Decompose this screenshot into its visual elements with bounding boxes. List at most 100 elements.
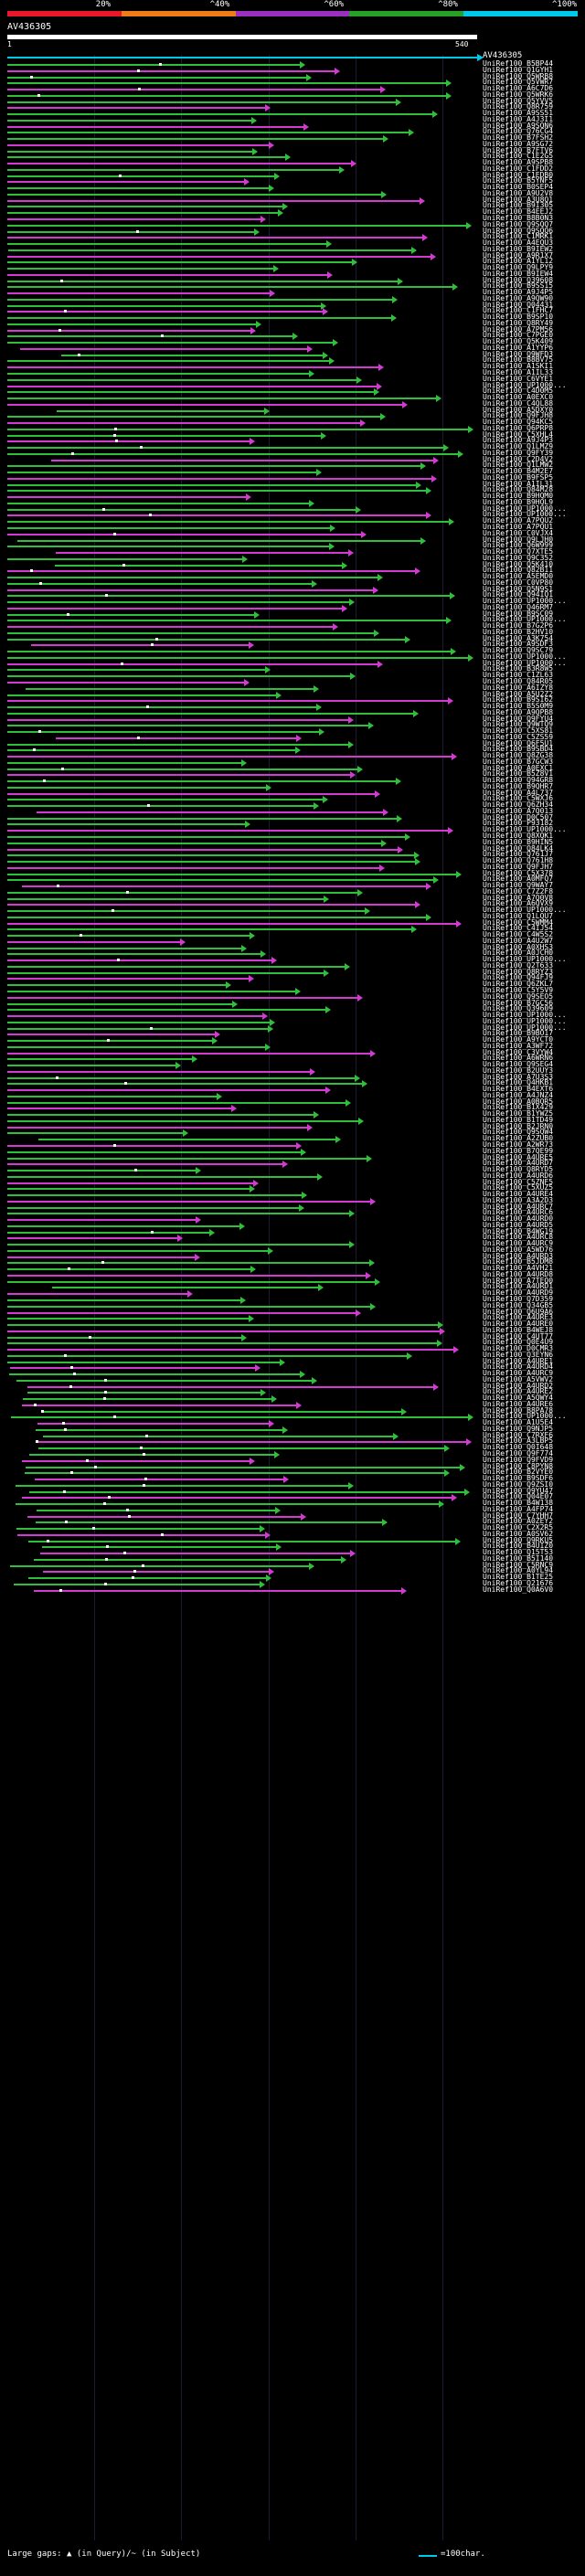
hit-row[interactable] xyxy=(7,756,452,758)
hit-row[interactable] xyxy=(7,817,398,820)
hit-row[interactable] xyxy=(27,1577,266,1580)
hit-label[interactable]: UniRef100_A4URD3 xyxy=(483,1251,554,1260)
hit-row[interactable] xyxy=(7,953,261,956)
hit-row[interactable] xyxy=(7,706,317,709)
hit-label[interactable]: UniRef100_C0VJX4 xyxy=(483,528,554,537)
hit-row[interactable] xyxy=(7,805,314,808)
hit-row[interactable] xyxy=(7,1076,355,1079)
hit-row[interactable] xyxy=(25,687,314,690)
hit-label[interactable]: UniRef100_C5Y5V9 xyxy=(483,986,554,994)
hit-row[interactable] xyxy=(7,138,384,141)
hit-label[interactable]: UniRef100_C8PYN8 xyxy=(483,1461,554,1470)
hit-row[interactable] xyxy=(7,879,433,882)
hit-row[interactable] xyxy=(7,991,295,992)
hit-row[interactable] xyxy=(14,1583,260,1585)
hit-label[interactable]: UniRef100_C7RXF6 xyxy=(483,1430,554,1439)
hit-row[interactable] xyxy=(7,1336,241,1339)
hit-row[interactable] xyxy=(7,1034,215,1036)
hit-label[interactable]: UniRef100_C4QL88 xyxy=(483,398,554,408)
hit-label[interactable]: UniRef100_A3A2D3 xyxy=(483,1195,554,1204)
hit-row[interactable] xyxy=(7,280,398,282)
hit-label[interactable]: UniRef100_Q9SEG4 xyxy=(483,1060,554,1069)
hit-row[interactable] xyxy=(7,1108,231,1110)
hit-row[interactable] xyxy=(7,656,468,659)
hit-label[interactable]: UniRef100_Q0I648 xyxy=(483,1443,554,1452)
hit-row[interactable] xyxy=(7,861,415,864)
hit-label[interactable]: UniRef100_P93182 xyxy=(483,819,554,828)
hit-row[interactable] xyxy=(7,514,427,517)
hit-row[interactable] xyxy=(7,311,323,313)
hit-label[interactable]: UniRef100_UP1000... xyxy=(483,510,567,519)
hit-row[interactable] xyxy=(7,675,351,678)
hit-label[interactable]: UniRef100_A9SS51 xyxy=(483,109,554,118)
hit-label[interactable]: UniRef100_B9BO17 xyxy=(483,1029,554,1038)
hit-row[interactable] xyxy=(7,113,432,116)
hit-row[interactable] xyxy=(7,378,357,381)
hit-label[interactable]: UniRef100_A9QW90 xyxy=(483,293,554,302)
hit-label[interactable]: UniRef100_C7Z2F8 xyxy=(483,886,554,896)
hit-label[interactable]: UniRef100_B4W138 xyxy=(483,1499,554,1508)
hit-row[interactable] xyxy=(40,1553,350,1555)
hit-label[interactable]: UniRef100_B2JRN0 xyxy=(483,1121,554,1130)
hit-row[interactable] xyxy=(7,502,310,504)
hit-label[interactable]: UniRef100_C1FHC7 xyxy=(483,306,554,315)
hit-row[interactable] xyxy=(36,811,384,813)
hit-row[interactable] xyxy=(7,1040,213,1043)
hit-label[interactable]: UniRef100_Q9ZSI0 xyxy=(483,1479,554,1489)
hit-row[interactable] xyxy=(55,552,349,555)
hit-label[interactable]: UniRef100_C5ZNF5 xyxy=(483,1177,554,1186)
hit-row[interactable] xyxy=(7,416,380,419)
hit-label[interactable]: UniRef100_Q39609 xyxy=(483,1004,554,1013)
hit-label[interactable]: UniRef100_B5BP44 xyxy=(483,59,554,68)
hit-row[interactable] xyxy=(7,631,374,634)
hit-row[interactable] xyxy=(55,564,343,567)
hit-row[interactable] xyxy=(51,459,434,461)
hit-label[interactable]: UniRef100_UP1000... xyxy=(483,597,567,606)
hit-label[interactable]: UniRef100_Q9NJP5 xyxy=(483,1424,554,1433)
hit-label[interactable]: UniRef100_A5DXY0 xyxy=(483,405,554,414)
hit-row[interactable] xyxy=(7,193,381,196)
hit-row[interactable] xyxy=(7,700,448,703)
hit-row[interactable] xyxy=(15,1484,349,1487)
hit-label[interactable]: UniRef100_Q1LQU7 xyxy=(483,911,554,920)
hit-row[interactable] xyxy=(16,539,420,542)
hit-label[interactable]: UniRef100_B1TE25 xyxy=(483,1573,554,1582)
hit-row[interactable] xyxy=(7,490,426,493)
hit-row[interactable] xyxy=(33,1589,402,1592)
hit-label[interactable]: UniRef100_B5YNF5 xyxy=(483,176,554,186)
hit-label[interactable]: UniRef100_C3VYW4 xyxy=(483,1047,554,1056)
hit-row[interactable] xyxy=(7,440,250,443)
hit-label[interactable]: UniRef100_A4URC9 xyxy=(483,1239,554,1248)
hit-row[interactable] xyxy=(7,496,247,499)
hit-label[interactable]: UniRef100_B4WEJ8 xyxy=(483,1325,554,1334)
hit-label[interactable]: UniRef100_A9J4P3 xyxy=(483,436,554,445)
hit-label[interactable]: UniRef100_A9U2V8 xyxy=(483,188,554,197)
hit-label[interactable]: UniRef100_A0BOR5 xyxy=(483,1097,554,1106)
hit-label[interactable]: UniRef100_A1IL33 xyxy=(483,368,554,376)
hit-label[interactable]: UniRef100_Q761H8 xyxy=(483,856,554,865)
hit-row[interactable] xyxy=(7,620,447,622)
hit-row[interactable] xyxy=(7,774,351,777)
hit-label[interactable]: UniRef100_B7GCW3 xyxy=(483,757,554,766)
hit-row[interactable] xyxy=(38,1139,336,1141)
hit-label[interactable]: UniRef100_UP1000... xyxy=(483,825,567,834)
hit-row[interactable] xyxy=(7,1163,282,1166)
hit-row[interactable] xyxy=(7,1213,349,1215)
hit-row[interactable] xyxy=(7,119,251,122)
hit-row[interactable] xyxy=(7,626,333,629)
hit-row[interactable] xyxy=(7,1157,367,1160)
hit-row[interactable] xyxy=(7,366,378,369)
hit-row[interactable] xyxy=(7,1293,188,1296)
hit-label[interactable]: UniRef100_A9YCT0 xyxy=(483,1035,554,1044)
hit-label[interactable]: UniRef100_A4URE6 xyxy=(483,1399,554,1408)
hit-row[interactable] xyxy=(7,1342,438,1345)
hit-row[interactable] xyxy=(7,1150,301,1153)
hit-label[interactable]: UniRef100_B4M2E7 xyxy=(483,467,554,476)
hit-row[interactable] xyxy=(22,1404,296,1406)
hit-label[interactable]: UniRef100_Q84LK4 xyxy=(483,843,554,853)
hit-row[interactable] xyxy=(37,1423,269,1426)
hit-label[interactable]: UniRef100_Q94KC5 xyxy=(483,418,554,427)
hit-label[interactable]: UniRef100_B7GC56 xyxy=(483,998,554,1007)
hit-row[interactable] xyxy=(43,1571,269,1574)
hit-row[interactable] xyxy=(7,725,369,727)
